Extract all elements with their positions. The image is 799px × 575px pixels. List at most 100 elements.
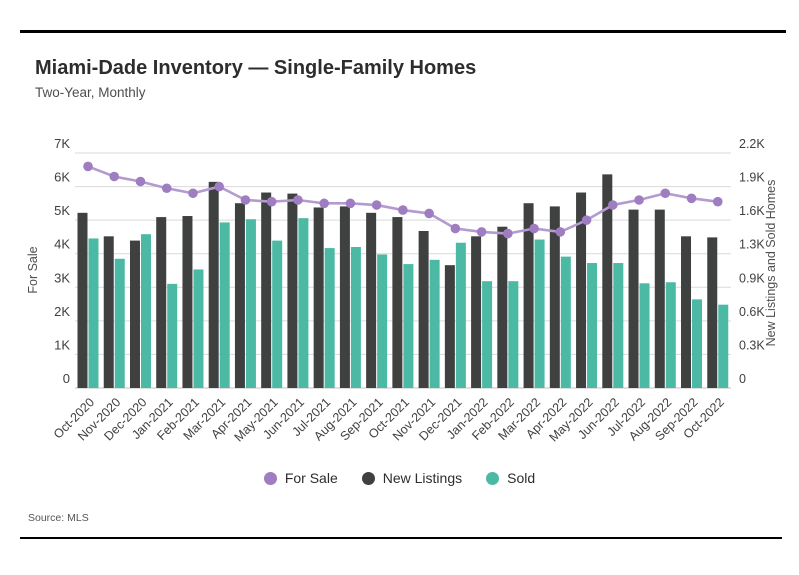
- bar-sold: [692, 299, 703, 388]
- bar-new-listings: [234, 203, 245, 388]
- source-note: Source: MLS: [28, 512, 89, 524]
- for-sale-point: [686, 193, 697, 204]
- right-axis-tick: 0.3K: [739, 338, 765, 352]
- bar-sold: [718, 304, 729, 388]
- for-sale-point: [450, 223, 461, 234]
- right-axis-tick: 0: [739, 372, 746, 386]
- bar-sold: [560, 256, 571, 388]
- bar-new-listings: [77, 212, 88, 388]
- right-axis-tick: 1.3K: [739, 238, 765, 252]
- bar-new-listings: [261, 192, 272, 388]
- legend-item-for-sale: For Sale: [263, 470, 338, 486]
- for-sale-point: [424, 208, 434, 219]
- for-sale-point: [135, 176, 146, 187]
- bar-new-listings: [418, 230, 429, 388]
- bar-new-listings: [497, 226, 508, 388]
- for-sale-point: [634, 195, 644, 205]
- left-axis-tick: 5K: [54, 203, 70, 218]
- bar-new-listings: [339, 206, 350, 388]
- bar-sold: [534, 239, 545, 388]
- bar-sold: [665, 282, 676, 388]
- for-sale-point: [345, 198, 356, 209]
- for-sale-point: [503, 228, 513, 239]
- bar-sold: [587, 263, 598, 388]
- bar-new-listings: [366, 212, 377, 388]
- bar-sold: [272, 240, 283, 388]
- right-axis-title: New Listings and Sold Homes: [764, 179, 778, 347]
- bar-new-listings: [523, 203, 534, 388]
- bar-sold: [613, 263, 624, 388]
- bar-new-listings: [549, 206, 560, 388]
- for-sale-point: [476, 227, 487, 237]
- right-axis-tick: 2.2K: [739, 137, 765, 151]
- bar-sold: [482, 281, 493, 388]
- bar-sold: [429, 259, 440, 388]
- for-sale-point: [608, 200, 618, 210]
- for-sale-point: [109, 171, 120, 182]
- top-rule: [20, 30, 786, 33]
- left-axis-tick: 4K: [54, 237, 70, 252]
- bar-sold: [403, 264, 414, 388]
- bar-sold: [193, 269, 204, 388]
- bar-sold: [167, 283, 178, 388]
- left-axis-tick: 0: [63, 371, 70, 386]
- for-sale-point: [371, 200, 382, 210]
- for-sale-point: [660, 188, 671, 199]
- bar-sold: [88, 238, 99, 388]
- bar-new-listings: [444, 265, 455, 388]
- legend: For Sale New Listings Sold: [0, 470, 799, 486]
- for-sale-point: [581, 215, 592, 225]
- bottom-rule: [20, 537, 782, 539]
- for-sale-point: [319, 198, 329, 209]
- left-axis-tick: 3K: [54, 270, 70, 285]
- legend-item-new-listings: New Listings: [361, 470, 463, 486]
- legend-dot-icon: [263, 471, 277, 485]
- chart-title: Miami-Dade Inventory — Single-Family Hom…: [35, 57, 477, 79]
- bar-new-listings: [287, 193, 298, 388]
- bar-new-listings: [182, 216, 193, 388]
- bar-new-listings: [392, 217, 403, 388]
- bar-sold: [324, 248, 335, 388]
- bar-new-listings: [628, 209, 639, 388]
- bar-sold: [114, 258, 125, 388]
- for-sale-point: [240, 195, 251, 205]
- bar-new-listings: [654, 209, 665, 388]
- right-axis-tick: 0.9K: [739, 271, 765, 285]
- chart-subtitle: Two-Year, Monthly: [35, 85, 146, 100]
- for-sale-point: [529, 223, 539, 234]
- bar-new-listings: [681, 236, 692, 388]
- for-sale-point: [293, 195, 303, 205]
- left-axis-tick: 1K: [54, 337, 70, 352]
- right-axis-tick: 1.6K: [739, 204, 765, 218]
- right-axis-tick: 0.6K: [739, 305, 765, 319]
- bar-new-listings: [156, 217, 167, 388]
- left-axis-tick: 2K: [54, 304, 70, 319]
- left-axis-title: For Sale: [26, 246, 40, 294]
- bar-sold: [219, 222, 230, 388]
- bar-new-listings: [129, 240, 140, 388]
- bar-sold: [377, 254, 388, 388]
- bar-sold: [508, 281, 519, 388]
- legend-dot-icon: [361, 471, 375, 485]
- bar-new-listings: [103, 236, 114, 388]
- bar-new-listings: [313, 207, 324, 388]
- bar-new-listings: [707, 237, 718, 388]
- bar-new-listings: [471, 236, 482, 388]
- legend-label: New Listings: [382, 470, 463, 486]
- left-axis-tick: 6K: [54, 170, 70, 185]
- bar-sold: [245, 219, 256, 388]
- right-axis-tick: 1.9K: [739, 171, 765, 185]
- bar-sold: [350, 247, 361, 388]
- legend-label: For Sale: [284, 470, 338, 486]
- bar-new-listings: [576, 192, 587, 388]
- for-sale-point: [398, 205, 408, 215]
- bar-new-listings: [602, 174, 613, 388]
- for-sale-point: [83, 161, 93, 172]
- bar-sold: [298, 218, 309, 388]
- for-sale-point: [188, 188, 198, 199]
- left-axis-tick: 7K: [54, 136, 70, 151]
- for-sale-point: [161, 183, 172, 194]
- bar-sold: [639, 283, 650, 388]
